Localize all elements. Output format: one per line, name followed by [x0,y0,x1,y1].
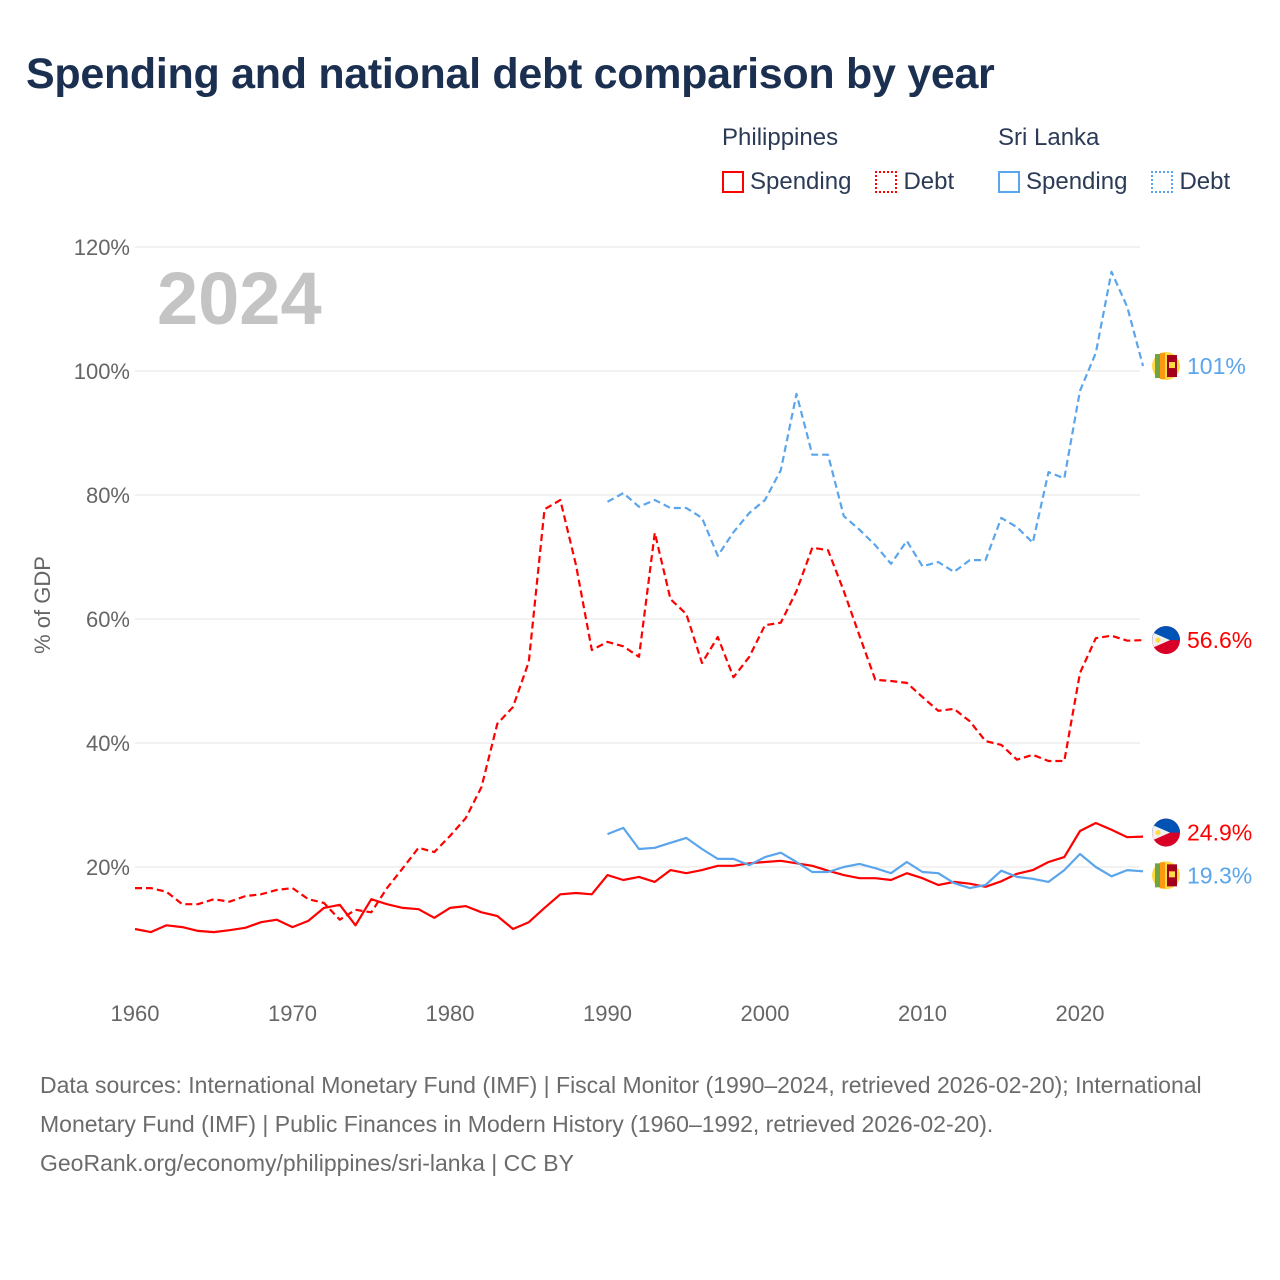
legend-item-philippines-spending[interactable]: Spending [722,168,851,196]
series-line-philippines-debt [135,498,1144,921]
flag-orange [1160,862,1165,889]
legend-label: Debt [903,168,955,195]
legend-label: Spending [750,168,852,195]
y-tick-label: 60% [86,607,130,632]
x-tick-label: 1970 [268,1001,317,1026]
footer: Data sources: International Monetary Fun… [40,1066,1240,1183]
legend-swatch-dotted [875,171,898,193]
x-tick-label: 2010 [898,1001,947,1026]
legend-swatch-dotted [1151,171,1174,193]
flag-sri-lanka-icon [1152,861,1180,890]
series-line-philippines-spending [134,821,1144,934]
series-line-sri-lanka-spending [607,826,1144,890]
x-tick-label: 2000 [741,1001,790,1026]
x-tick-label: 2020 [1056,1001,1105,1026]
chart-title: Spending and national debt comparison by… [26,50,995,98]
credit-link[interactable]: GeoRank.org/economy/philippines/sri-lank… [40,1150,574,1176]
y-tick-label: 100% [74,359,130,384]
flag-philippines-icon [1152,818,1180,847]
flag-green [1155,863,1160,888]
flag-philippines-icon [1152,626,1180,655]
y-tick-label: 80% [86,483,130,508]
flag-lion [1169,362,1175,369]
flag-white [1152,633,1170,648]
legend-group-sri-lanka: Sri Lanka Spending Debt [998,124,1248,196]
flag-orange [1160,353,1165,380]
x-tick-label: 1960 [111,1001,160,1026]
flag-sun [1155,637,1161,643]
flag-sri-lanka-icon [1152,352,1180,381]
legend-item-sri-lanka-spending[interactable]: Spending [998,168,1127,196]
end-value-label: 56.6% [1187,627,1252,653]
y-tick-label: 20% [86,855,130,880]
legend-item-sri-lanka-debt[interactable]: Debt [1151,168,1230,196]
year-watermark: 2024 [157,257,322,340]
flag-sun [1155,830,1161,836]
x-tick-label: 1980 [426,1001,475,1026]
flag-green [1155,354,1160,379]
y-tick-label: 40% [86,731,130,756]
x-tick-label: 1990 [583,1001,632,1026]
legend-group-philippines: Philippines Spending Debt [722,124,972,196]
flag-white [1152,825,1170,840]
series-line-sri-lanka-debt [606,270,1145,574]
data-sources: Data sources: International Monetary Fun… [40,1072,1202,1137]
legend-label: Spending [1026,168,1128,195]
legend-group-title: Philippines [722,124,839,151]
end-value-label: 19.3% [1187,862,1252,888]
end-value-label: 101% [1187,353,1246,379]
y-axis-label: % of GDP [30,556,55,654]
legend-group-title: Sri Lanka [998,124,1100,151]
end-value-label: 24.9% [1187,820,1252,846]
legend-label: Debt [1179,168,1231,195]
flag-lion [1169,871,1175,878]
line-chart: 2024 % of GDP 20% 40% 60% 80% 100% 120% 1960 19… [30,235,1252,1026]
legend-swatch-solid [722,171,744,193]
legend-item-philippines-debt[interactable]: Debt [875,168,954,196]
legend-swatch-solid [998,171,1020,193]
y-tick-label: 120% [74,235,130,260]
